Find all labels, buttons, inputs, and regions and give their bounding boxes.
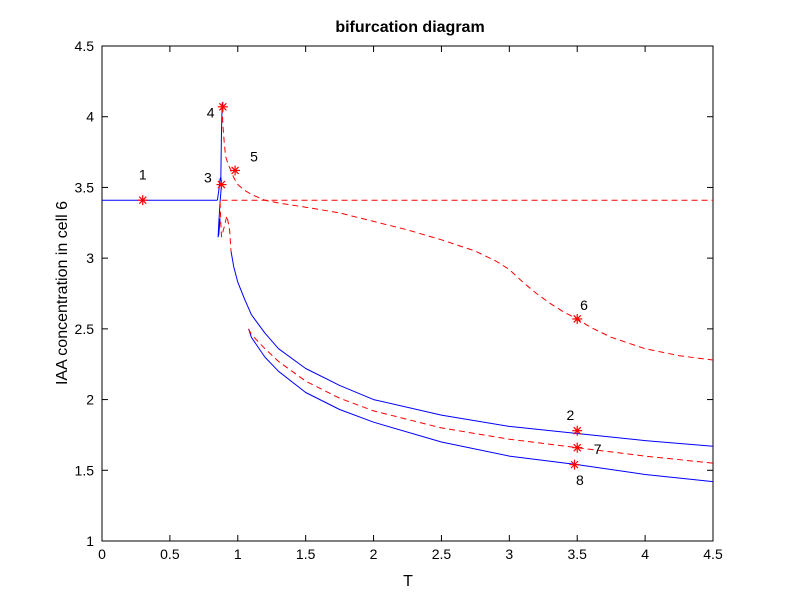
- marker-label-5: 5: [250, 148, 258, 164]
- marker-point-4: [217, 101, 228, 112]
- y-tick-label: 4.5: [75, 38, 95, 54]
- y-tick-label: 4: [86, 109, 94, 125]
- axis-ticks: 0 0.5 1 1.5 2 2.5 3 3.5 4 4.5 1 1.5 2 2.5 3 3.5 4 4.5: [75, 38, 723, 562]
- marker-point-6: [572, 313, 583, 324]
- marker-label-6: 6: [580, 297, 588, 313]
- marker-label-2: 2: [567, 407, 575, 423]
- x-tick-label: 2: [370, 546, 378, 562]
- marker-point-7: [572, 442, 583, 453]
- y-tick-label: 3.5: [75, 179, 95, 195]
- x-axis-label: T: [403, 573, 413, 590]
- marker-label-3: 3: [204, 170, 212, 186]
- plot-area: [101, 45, 714, 542]
- y-axis-label: IAA concentration in cell 6: [54, 201, 71, 385]
- marker-label-1: 1: [139, 167, 147, 183]
- x-tick-label: 1.5: [296, 546, 316, 562]
- x-tick-label: 3: [505, 546, 513, 562]
- stable-branch-line: [248, 328, 714, 483]
- marker-label-7: 7: [594, 441, 602, 457]
- x-tick-label: 4.5: [703, 546, 723, 562]
- x-tick-label: 1: [234, 546, 242, 562]
- x-tick-label: 3.5: [567, 546, 587, 562]
- marker-point-2: [572, 425, 583, 436]
- x-tick-label: 4: [641, 546, 649, 562]
- x-tick-label: 0.5: [160, 546, 180, 562]
- bifurcation-markers: 1 2 3 4 5 6 78: [137, 101, 602, 488]
- marker-label-8: 8: [576, 472, 584, 488]
- marker-point-8: [569, 459, 580, 470]
- stable-branch-line: [230, 251, 714, 447]
- y-tick-label: 1: [86, 533, 94, 549]
- marker-point-1: [137, 195, 148, 206]
- unstable-branch-line: [248, 328, 714, 464]
- y-tick-label: 1.5: [75, 462, 95, 478]
- marker-point-5: [230, 165, 241, 176]
- marker-point-3: [216, 179, 227, 190]
- x-tick-label: 0: [98, 546, 106, 562]
- x-tick-label: 2.5: [432, 546, 452, 562]
- y-tick-label: 2: [86, 392, 94, 408]
- y-tick-label: 3: [86, 250, 94, 266]
- marker-label-4: 4: [207, 104, 215, 120]
- y-tick-label: 2.5: [75, 321, 95, 337]
- chart-title: bifurcation diagram: [335, 19, 484, 36]
- unstable-branch-line: [219, 201, 232, 252]
